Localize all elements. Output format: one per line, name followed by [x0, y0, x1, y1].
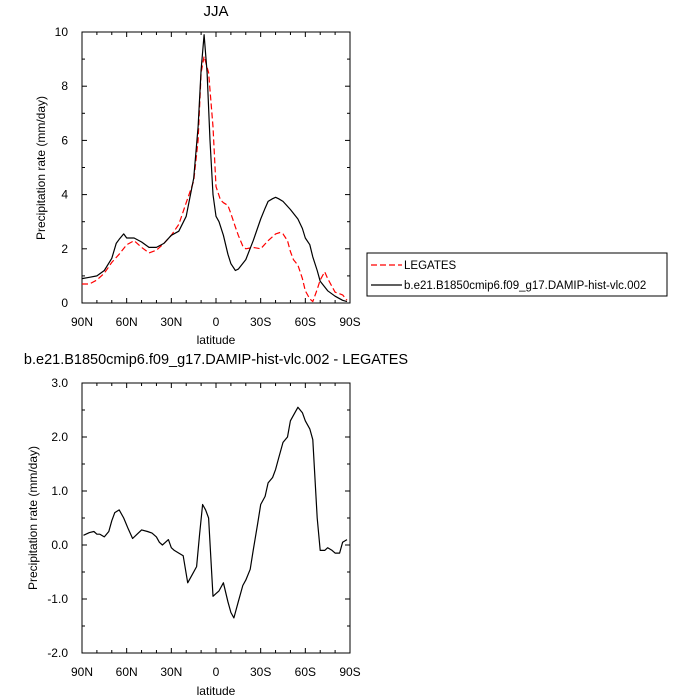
- top-x-tick-label: 30N: [160, 315, 182, 329]
- bottom-y-tick-label: 3.0: [51, 376, 68, 390]
- top-plot-area: [81, 31, 351, 304]
- top-x-tick-label: 30S: [250, 315, 271, 329]
- top-y-tick-label: 0: [61, 296, 68, 310]
- top-y-axis: 0 2 4 6 8 10: [55, 25, 350, 310]
- top-y-tick-label: 10: [55, 25, 69, 39]
- top-series-line-2: [81, 34, 348, 303]
- bottom-y-tick-label: 1.0: [51, 484, 68, 498]
- bottom-x-tick-label: 60S: [295, 665, 316, 679]
- bottom-y-tick-label: -2.0: [47, 646, 68, 660]
- top-x-axis: 90N 60N 30N 0 30S 60S 90S: [71, 32, 361, 329]
- top-chart-title: JJA: [203, 3, 228, 20]
- top-x-tick-label: 60N: [116, 315, 138, 329]
- bottom-y-axis: -2.0 -1.0 0.0 1.0 2.0 3.0: [47, 376, 350, 660]
- legend-label-model: b.e21.B1850cmip6.f09_g17.DAMIP-hist-vlc.…: [404, 280, 646, 292]
- bottom-x-axis-label: latitude: [197, 684, 236, 698]
- top-x-tick-label: 0: [213, 315, 220, 329]
- bottom-plot-frame: [81, 382, 351, 654]
- top-x-tick-label: 90N: [71, 315, 93, 329]
- top-y-axis-label: Precipitation rate (mm/day): [34, 96, 48, 240]
- bottom-x-tick-label: 90N: [71, 665, 93, 679]
- top-y-tick-label: 8: [61, 79, 68, 93]
- top-panel: JJA 90N 60N 30N 0 30S 60S 90S 0 2 4 6 8 10 latitude…: [34, 3, 668, 347]
- bottom-y-tick-label: 0.0: [51, 538, 68, 552]
- top-series-line-1: [82, 55, 348, 303]
- bottom-x-tick-label: 0: [213, 665, 220, 679]
- top-x-axis-label: latitude: [197, 333, 236, 347]
- legend-label-legates: LEGATES: [404, 260, 457, 272]
- top-y-tick-label: 4: [61, 188, 68, 202]
- legend-box: [366, 252, 668, 297]
- top-plot-frame: [81, 31, 351, 304]
- bottom-plot-area: [81, 382, 351, 654]
- bottom-x-tick-label: 60N: [116, 665, 138, 679]
- bottom-x-tick-label: 90S: [339, 665, 360, 679]
- bottom-series-line-1: [83, 406, 348, 619]
- top-y-tick-label: 6: [61, 133, 68, 147]
- bottom-x-axis: 90N 60N 30N 0 30S 60S 90S: [71, 383, 361, 679]
- bottom-x-tick-label: 30N: [160, 665, 182, 679]
- top-x-tick-label: 90S: [339, 315, 360, 329]
- legend: LEGATES b.e21.B1850cmip6.f09_g17.DAMIP-h…: [366, 252, 668, 297]
- bottom-panel: b.e21.B1850cmip6.f09_g17.DAMIP-hist-vlc.…: [24, 352, 408, 698]
- bottom-x-tick-label: 30S: [250, 665, 271, 679]
- bottom-y-tick-label: 2.0: [51, 430, 68, 444]
- top-y-tick-label: 2: [61, 242, 68, 256]
- bottom-y-tick-label: -1.0: [47, 592, 68, 606]
- bottom-chart-title: b.e21.B1850cmip6.f09_g17.DAMIP-hist-vlc.…: [24, 352, 408, 368]
- top-x-tick-label: 60S: [295, 315, 316, 329]
- bottom-y-axis-label: Precipitation rate (mm/day): [26, 446, 40, 590]
